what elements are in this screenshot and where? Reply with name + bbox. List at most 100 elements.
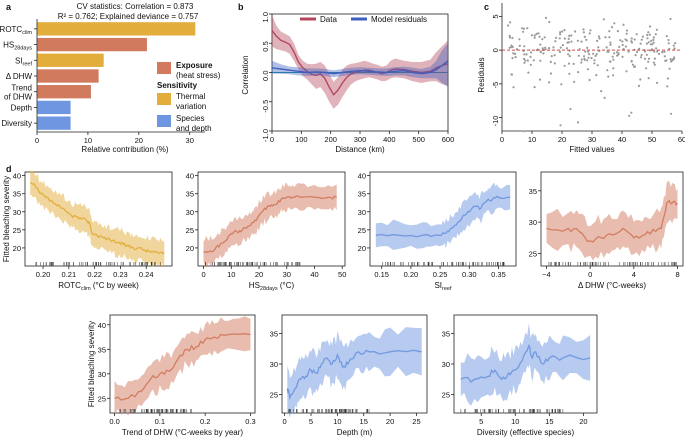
- residual-point-67: [654, 33, 657, 36]
- pdp-d3-band: [375, 182, 511, 250]
- residual-point-248: [607, 50, 610, 53]
- residual-point-5: [597, 35, 601, 38]
- residual-point-163: [570, 34, 573, 37]
- pdp-d2-xtick-label-0: 0: [201, 270, 205, 279]
- residual-point-114: [565, 47, 569, 50]
- residual-point-28: [657, 52, 661, 56]
- residual-point-24: [508, 36, 511, 39]
- residual-point-26: [532, 59, 535, 62]
- residual-point-168: [633, 38, 636, 41]
- residual-point-52: [535, 32, 538, 36]
- residual-point-237: [563, 37, 566, 40]
- residual-point-232: [605, 46, 608, 49]
- residual-point-216: [514, 52, 517, 56]
- panel-c-xtick-label-0: 0: [500, 135, 504, 144]
- residual-point-222: [616, 30, 620, 33]
- residual-point-242: [530, 51, 533, 54]
- residual-point-135: [550, 55, 553, 58]
- residual-point-186: [638, 47, 641, 51]
- residual-point-172: [530, 34, 534, 37]
- residual-point-100: [645, 42, 649, 45]
- residual-point-60: [628, 114, 631, 117]
- pdp-d3-xtick-label-1: 0.20: [404, 270, 419, 279]
- pdp-d6-band: [287, 327, 422, 418]
- residual-point-77: [580, 40, 583, 43]
- bar-4: [37, 85, 91, 99]
- pdp-d6: 0 5 10 15 20 25 25 30 35 Depth (m): [270, 314, 428, 437]
- pdp-d5: 0.0 0.1 0.2 0.3 25 30 35 40 Trend of DHW (°C-wee…: [87, 314, 256, 437]
- pdp-d5-ytick-label-2: 35: [98, 345, 106, 354]
- pdp-d6-xlabel-main: Depth (m): [337, 428, 373, 437]
- legend-thermal-2: variation: [176, 102, 206, 111]
- residual-point-29: [647, 60, 650, 63]
- residual-point-2: [610, 26, 614, 29]
- residual-point-151: [598, 37, 601, 40]
- pdp-d3-ytick-label-3: 35: [358, 190, 366, 199]
- residual-point-245: [554, 36, 558, 39]
- pdp-d5-ytick-label-0: 25: [98, 394, 106, 403]
- residual-point-107: [609, 43, 612, 46]
- residual-point-183: [588, 32, 591, 35]
- residual-point-10: [631, 63, 635, 66]
- pdp-d3-ytick-label-4: 40: [358, 172, 366, 181]
- residual-point-6: [647, 77, 650, 80]
- panel-a-xtick-label-0: 0: [35, 136, 39, 145]
- pdp-d3-ytick-label-0: 20: [358, 244, 366, 253]
- pdp-d2-xtick-label-5: 50: [338, 270, 346, 279]
- category-label-4-line1: Trend: [11, 84, 32, 93]
- panel-c-ytick-label-3: 5: [491, 14, 500, 18]
- residual-point-106: [630, 41, 634, 44]
- panel-b-ytick-label-2: 0.0: [261, 71, 270, 81]
- residual-point-190: [574, 30, 577, 33]
- residual-point-88: [538, 35, 541, 38]
- residual-point-17: [522, 27, 526, 30]
- pdp-d7: 5 10 15 20 25 30 35 Diversity (effective specie…: [442, 314, 598, 437]
- residual-point-239: [518, 44, 521, 48]
- residual-point-37: [602, 18, 605, 21]
- residual-point-227: [665, 35, 668, 38]
- panel-b-xtick-label-0: 0: [270, 135, 274, 144]
- residual-point-27: [640, 38, 643, 41]
- pdp-d6-xtick-label-2: 10: [333, 417, 341, 426]
- panel-b-legend: Data Model residuals: [300, 15, 427, 24]
- residual-point-89: [607, 75, 610, 78]
- panel-a-subtitle: R² = 0.762; Explained deviance = 0.757: [58, 12, 199, 21]
- residual-point-98: [608, 36, 611, 39]
- residual-point-159: [549, 72, 553, 75]
- pdp-d6-ytick-label-2: 35: [270, 329, 278, 338]
- residual-point-33: [539, 43, 542, 46]
- pdp-d3-xtick-label-4: 0.35: [491, 270, 506, 279]
- pdp-d5-xtick-label-0: 0.0: [109, 417, 119, 426]
- residual-point-131: [625, 70, 628, 73]
- residual-point-198: [663, 55, 666, 58]
- residual-point-90: [618, 45, 621, 49]
- panel-b-ytick-label-4: 1.0: [261, 12, 270, 22]
- category-label-3: Δ DHW: [6, 72, 33, 81]
- panel-c-xtick-label-5: 50: [648, 135, 656, 144]
- residual-point-71: [648, 33, 651, 36]
- pdp-d5-xtick-label-3: 0.3: [245, 417, 255, 426]
- residual-point-18: [650, 39, 653, 43]
- series-0-line: [271, 29, 449, 96]
- pdp-d6-xtick-label-1: 5: [309, 417, 313, 426]
- residual-point-81: [622, 48, 625, 51]
- residual-point-12: [621, 43, 624, 47]
- pdp-d4-xlabel-main: Δ DHW (°C-weeks): [578, 281, 646, 290]
- residual-point-69: [529, 55, 532, 59]
- residual-point-225: [541, 47, 544, 50]
- pdp-d6-xtick-label-0: 0: [283, 417, 287, 426]
- residual-point-1: [634, 54, 637, 57]
- category-label-2-main: SI: [15, 56, 23, 65]
- category-label-2-sub: reef: [23, 61, 33, 67]
- residual-point-182: [668, 47, 671, 51]
- residual-point-79: [630, 37, 633, 40]
- panel-b-ylabel: Correlation: [241, 55, 250, 94]
- residual-point-257: [563, 29, 566, 32]
- residual-point-174: [673, 47, 676, 50]
- residual-point-210: [652, 38, 655, 42]
- bar-6: [37, 116, 71, 130]
- pdp-d2-ytick-label-3: 35: [186, 190, 194, 199]
- pdp-d4-line: [546, 199, 678, 243]
- panel-b-correlogram: 0 100 200 300 400 500 600 -1.0 -0.5 0.0 0.5 1.0: [261, 12, 454, 144]
- legend-sensitivity-title: Sensitivity: [157, 81, 198, 90]
